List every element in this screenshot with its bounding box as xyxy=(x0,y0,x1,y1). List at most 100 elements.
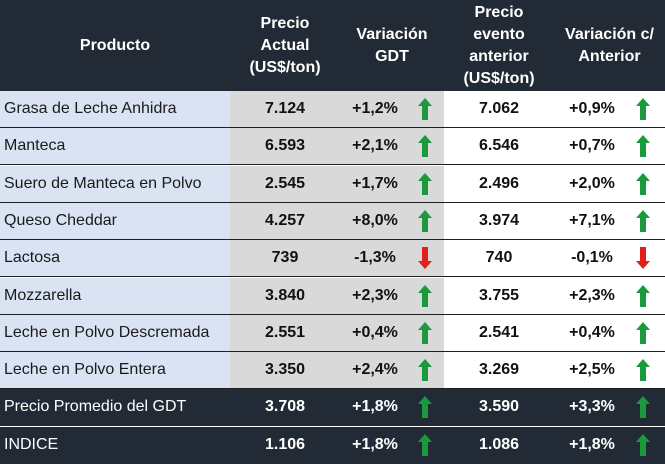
previous-band xyxy=(444,91,665,127)
product-name: Queso Cheddar xyxy=(0,202,230,239)
prev-change: +7,1% xyxy=(569,211,615,229)
arrow-up-icon xyxy=(412,389,438,425)
table-row: INDICE 1.106 +1,8% 1.086 +1,8% xyxy=(0,426,665,464)
product-name: Leche en Polvo Entera xyxy=(0,352,230,389)
previous-price: 6.546 xyxy=(478,137,520,155)
gdt-change: +1,2% xyxy=(352,100,398,117)
arrow-up-icon xyxy=(628,91,658,127)
previous-price: 2.541 xyxy=(478,323,520,341)
gdt-change: +8,0% xyxy=(352,211,398,229)
current-price: 2.545 xyxy=(264,174,306,192)
gdt-change: +1,8% xyxy=(352,398,398,416)
current-price: 3.840 xyxy=(264,286,306,304)
current-band xyxy=(230,314,444,351)
previous-band xyxy=(444,165,665,202)
current-price: 2.551 xyxy=(264,323,306,341)
gdt-change: +1,8% xyxy=(352,435,398,453)
gdt-change: +2,3% xyxy=(352,286,398,304)
arrow-up-icon xyxy=(412,203,438,239)
product-name: Manteca xyxy=(0,128,230,165)
prev-change: +0,7% xyxy=(569,137,615,155)
current-price: 1.106 xyxy=(264,435,306,453)
gdt-change: +2,4% xyxy=(352,361,398,379)
product-name: Precio Promedio del GDT xyxy=(4,398,187,416)
current-band xyxy=(230,352,444,389)
current-price: 6.593 xyxy=(264,137,306,155)
table-row: Grasa de Leche Anhidra 7.124 +1,2% 7.062 +0,… xyxy=(0,91,665,128)
gdt-change: +2,1% xyxy=(352,137,398,155)
previous-band xyxy=(444,240,665,277)
prev-change: +3,3% xyxy=(569,398,615,416)
header-product: Producto xyxy=(79,36,151,54)
previous-price: 1.086 xyxy=(478,435,520,453)
prev-change: +2,0% xyxy=(569,174,615,192)
previous-price: 3.755 xyxy=(478,286,520,304)
table-row: Manteca 6.593 +2,1% 6.546 +0,7% xyxy=(0,128,665,166)
arrow-up-icon xyxy=(628,166,658,202)
product-name: Lactosa xyxy=(0,240,230,277)
table-row: Suero de Manteca en Polvo 2.545 +1,7% 2.496… xyxy=(0,165,665,203)
arrow-up-icon xyxy=(628,128,658,164)
previous-band xyxy=(444,277,665,314)
current-band xyxy=(230,165,444,202)
current-band xyxy=(230,240,444,277)
table-row: Leche en Polvo Descremada 2.551 +0,4% 2.541… xyxy=(0,314,665,352)
current-price: 3.350 xyxy=(264,361,306,379)
prev-change: +2,3% xyxy=(569,286,615,304)
arrow-up-icon xyxy=(412,91,438,127)
header-previous-price: Precio evento anterior (US$/ton) xyxy=(463,3,535,87)
table-header: Producto Precio Actual (US$/ton) Variaci… xyxy=(0,0,665,91)
header-prev-change: Variación c/ Anterior xyxy=(565,25,654,65)
previous-band xyxy=(444,128,665,165)
arrow-up-icon xyxy=(412,278,438,314)
prev-change: +0,9% xyxy=(569,100,615,117)
arrow-up-icon xyxy=(628,427,658,463)
arrow-up-icon xyxy=(412,128,438,164)
arrow-up-icon xyxy=(628,278,658,314)
current-price: 7.124 xyxy=(264,100,306,117)
prev-change: +0,4% xyxy=(569,323,615,341)
arrow-up-icon xyxy=(628,389,658,425)
table-row: Precio Promedio del GDT 3.708 +1,8% 3.590 +3… xyxy=(0,389,665,427)
arrow-up-icon xyxy=(628,315,658,351)
previous-price: 3.590 xyxy=(478,398,520,416)
current-band xyxy=(230,202,444,239)
prev-change: -0,1% xyxy=(571,249,613,267)
table-row: Lactosa 739 -1,3% 740 -0,1% xyxy=(0,240,665,278)
arrow-up-icon xyxy=(412,352,438,388)
current-band xyxy=(230,128,444,165)
product-name: Grasa de Leche Anhidra xyxy=(0,91,230,127)
header-current-price: Precio Actual (US$/ton) xyxy=(249,14,321,76)
product-name: INDICE xyxy=(4,435,59,453)
prev-change: +2,5% xyxy=(569,361,615,379)
header-gdt-change: Variación GDT xyxy=(356,25,428,65)
gdt-change: -1,3% xyxy=(354,249,396,267)
table-row: Leche en Polvo Entera 3.350 +2,4% 3.269 +2,5… xyxy=(0,352,665,390)
gdt-change: +0,4% xyxy=(352,323,398,341)
prev-change: +1,8% xyxy=(569,435,615,453)
table-row: Queso Cheddar 4.257 +8,0% 3.974 +7,1% xyxy=(0,202,665,240)
previous-band xyxy=(444,352,665,389)
arrow-up-icon xyxy=(628,203,658,239)
arrow-up-icon xyxy=(412,315,438,351)
arrow-up-icon xyxy=(412,166,438,202)
arrow-down-icon xyxy=(412,240,438,276)
current-price: 4.257 xyxy=(264,211,306,229)
previous-price: 3.974 xyxy=(478,211,520,229)
previous-price: 7.062 xyxy=(478,100,520,117)
previous-price: 3.269 xyxy=(478,361,520,379)
previous-price: 2.496 xyxy=(478,174,520,192)
product-name: Suero de Manteca en Polvo xyxy=(0,165,230,202)
current-price: 3.708 xyxy=(264,398,306,416)
previous-price: 740 xyxy=(485,249,513,267)
table-row: Mozzarella 3.840 +2,3% 3.755 +2,3% xyxy=(0,277,665,315)
current-band xyxy=(230,277,444,314)
arrow-up-icon xyxy=(412,427,438,463)
product-name: Leche en Polvo Descremada xyxy=(0,314,230,351)
product-name: Mozzarella xyxy=(0,277,230,314)
previous-band xyxy=(444,202,665,239)
current-band xyxy=(230,91,444,127)
previous-band xyxy=(444,314,665,351)
current-price: 739 xyxy=(271,249,299,267)
